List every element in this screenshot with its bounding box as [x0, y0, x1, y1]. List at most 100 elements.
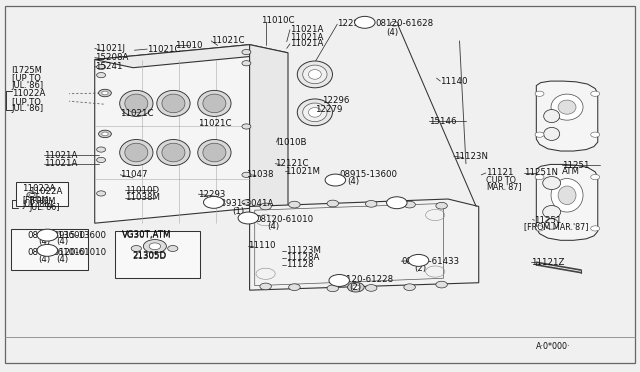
Ellipse shape	[125, 143, 148, 162]
Ellipse shape	[125, 94, 148, 113]
Text: W: W	[44, 231, 51, 240]
Text: 11251: 11251	[534, 216, 562, 225]
Ellipse shape	[162, 94, 185, 113]
Text: B: B	[362, 18, 368, 27]
Ellipse shape	[203, 143, 226, 162]
FancyBboxPatch shape	[11, 229, 88, 270]
Text: 11022A: 11022A	[12, 89, 45, 98]
Text: 11123M: 11123M	[286, 246, 321, 255]
Circle shape	[97, 64, 106, 70]
Text: [UP TO: [UP TO	[12, 74, 40, 83]
Text: B: B	[245, 214, 252, 222]
Text: 08915-13600: 08915-13600	[28, 231, 86, 240]
Text: 08915-13600: 08915-13600	[339, 170, 397, 179]
Text: 11110: 11110	[248, 241, 276, 250]
Text: I1010B: I1010B	[276, 138, 307, 147]
Text: 08915-13600: 08915-13600	[49, 231, 107, 240]
Ellipse shape	[303, 65, 327, 84]
Polygon shape	[250, 45, 288, 217]
Circle shape	[27, 192, 37, 198]
Text: JUL.'86]: JUL.'86]	[12, 104, 44, 113]
Circle shape	[242, 61, 251, 66]
Circle shape	[327, 200, 339, 207]
Circle shape	[408, 254, 429, 266]
Ellipse shape	[297, 99, 333, 126]
Ellipse shape	[203, 94, 226, 113]
Text: 12121C: 12121C	[275, 159, 308, 168]
Text: 11121Z: 11121Z	[531, 258, 564, 267]
Polygon shape	[95, 45, 288, 68]
Polygon shape	[137, 236, 177, 257]
Circle shape	[99, 89, 111, 97]
Text: B: B	[336, 276, 342, 285]
Circle shape	[242, 200, 251, 205]
Text: 08120-61228: 08120-61228	[335, 275, 394, 284]
Text: B: B	[394, 198, 400, 207]
Circle shape	[535, 226, 544, 231]
Circle shape	[242, 49, 251, 55]
Text: [FROM: [FROM	[29, 196, 56, 205]
Text: 15146: 15146	[429, 117, 457, 126]
Circle shape	[99, 130, 111, 138]
Text: 12293: 12293	[198, 190, 226, 199]
Text: B: B	[44, 246, 51, 255]
Text: 11038M: 11038M	[125, 193, 161, 202]
Text: (4): (4)	[348, 177, 360, 186]
Text: 12296E: 12296E	[337, 19, 370, 28]
Polygon shape	[536, 81, 598, 151]
Text: 11022A: 11022A	[29, 187, 63, 196]
Text: 08120-61628: 08120-61628	[375, 19, 433, 28]
Text: 11140: 11140	[440, 77, 468, 86]
Text: 15241: 15241	[95, 62, 122, 71]
Ellipse shape	[308, 108, 321, 117]
Circle shape	[327, 285, 339, 292]
Text: 11021A: 11021A	[44, 151, 77, 160]
Text: 11128A: 11128A	[286, 253, 319, 262]
Ellipse shape	[543, 177, 561, 190]
Text: 11021M: 11021M	[285, 167, 321, 176]
Circle shape	[37, 229, 58, 241]
Text: 12279: 12279	[315, 105, 342, 114]
Text: 08120-61010: 08120-61010	[28, 248, 86, 257]
Text: (4): (4)	[38, 237, 51, 246]
Circle shape	[242, 172, 251, 177]
Circle shape	[97, 157, 106, 163]
Circle shape	[355, 16, 375, 28]
Circle shape	[102, 91, 108, 95]
Circle shape	[37, 244, 58, 256]
Text: ATM: ATM	[562, 167, 580, 176]
Text: (2): (2)	[349, 283, 362, 292]
FancyBboxPatch shape	[16, 182, 68, 206]
Text: 11021C: 11021C	[147, 45, 180, 54]
Circle shape	[365, 285, 377, 291]
Text: (1): (1)	[232, 207, 244, 216]
Circle shape	[97, 191, 106, 196]
Text: 11038: 11038	[246, 170, 274, 179]
Circle shape	[591, 132, 600, 137]
Text: 11047: 11047	[120, 170, 148, 179]
Ellipse shape	[303, 103, 327, 122]
Ellipse shape	[120, 90, 153, 116]
Text: 11010D: 11010D	[125, 186, 159, 195]
Text: 11010C: 11010C	[261, 16, 294, 25]
Circle shape	[204, 196, 224, 208]
Text: 11022A: 11022A	[22, 185, 56, 193]
Text: 08120-61433: 08120-61433	[401, 257, 460, 266]
Ellipse shape	[543, 109, 559, 123]
Text: (2): (2)	[415, 264, 427, 273]
Text: [FROM: [FROM	[22, 195, 49, 204]
Circle shape	[352, 285, 360, 289]
Circle shape	[242, 124, 251, 129]
Text: B: B	[415, 256, 422, 265]
Text: [FROM MAR.'87]: [FROM MAR.'87]	[524, 222, 588, 231]
Text: 11021C: 11021C	[198, 119, 232, 128]
Circle shape	[436, 202, 447, 209]
Circle shape	[149, 243, 161, 250]
Text: (4): (4)	[56, 237, 68, 246]
Circle shape	[325, 174, 346, 186]
Text: 11021A: 11021A	[290, 33, 323, 42]
Text: 11121: 11121	[486, 169, 513, 177]
Polygon shape	[95, 45, 250, 223]
Text: CUP TO: CUP TO	[486, 176, 516, 185]
Text: (4): (4)	[386, 28, 398, 37]
